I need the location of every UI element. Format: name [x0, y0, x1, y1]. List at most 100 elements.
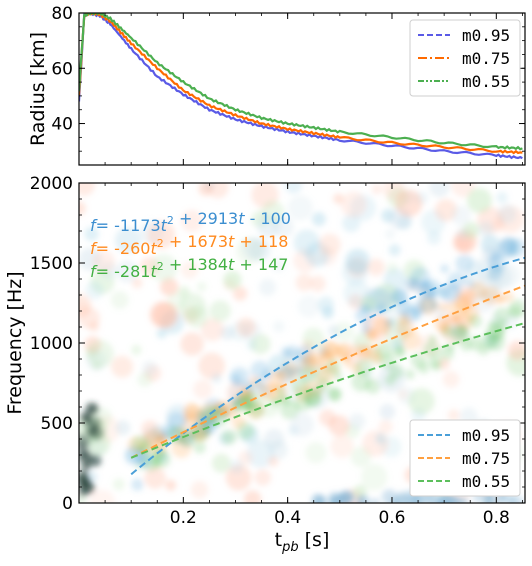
- spectrogram-blob: [198, 183, 214, 196]
- spectrogram-blob: [384, 228, 396, 240]
- spectrogram-track-blob: [446, 300, 461, 314]
- frequency-ticks: 0.2 0.4 0.6 0.8 0 500 1000 1500 2000: [30, 174, 525, 528]
- spectrogram-track-blob: [230, 373, 242, 385]
- spectrogram-blob: [429, 183, 450, 198]
- spectrogram-low-blob: [406, 496, 420, 503]
- spectrogram-blob: [85, 281, 104, 300]
- spectrogram-low-blob: [389, 497, 400, 503]
- spectrogram-blob: [295, 273, 313, 292]
- spectrogram-track-blob: [468, 281, 487, 300]
- spectrogram-track-blob: [221, 429, 237, 445]
- spectrogram-blob: [131, 344, 142, 355]
- frequency-panel: 0.2 0.4 0.6 0.8 0 500 1000 1500 2000 Frequency […: [4, 174, 526, 555]
- spectrogram-blob: [340, 191, 367, 218]
- spectrogram-low-blob: [356, 494, 371, 503]
- spectrogram-background: [79, 183, 525, 503]
- radius-ytick-label: 80: [51, 4, 73, 24]
- spectrogram-blob: [180, 332, 204, 356]
- frequency-ytick-label: 0: [62, 494, 73, 514]
- spectrogram-blob: [152, 302, 179, 329]
- spectrogram-blob: [111, 355, 134, 378]
- spectrogram-blob: [388, 244, 401, 256]
- spectrogram-dark-blob: [89, 416, 102, 429]
- frequency-xtick-label: 0.8: [483, 508, 510, 528]
- spectrogram-track-blob: [460, 338, 473, 352]
- spectrogram-blob: [268, 456, 279, 467]
- spectrogram-dark-blob: [81, 477, 89, 486]
- spectrogram-blob: [196, 281, 207, 292]
- fit-equations: f= -1173t2 + 2913t - 100 f= -260t2 + 167…: [90, 209, 291, 281]
- spectrogram-low-blob: [330, 495, 340, 503]
- frequency-legend: m0.95 m0.75 m0.55: [409, 419, 521, 497]
- spectrogram-blob: [142, 360, 158, 376]
- legend-label-fit-m055: m0.55: [462, 472, 510, 491]
- spectrogram-blob: [246, 439, 275, 468]
- frequency-x-axis-label: tpb [s]: [275, 529, 330, 555]
- spectrogram-low-blob: [315, 495, 329, 503]
- spectrogram-dark-blob: [88, 403, 100, 415]
- spectrogram-low-blob: [338, 491, 353, 503]
- spectrogram-blob: [348, 413, 366, 430]
- spectrogram-blob: [367, 258, 385, 276]
- radius-y-axis-label: Radius [km]: [27, 32, 49, 146]
- spectrogram-blob: [209, 300, 231, 322]
- spectrogram-blob: [254, 469, 272, 486]
- spectrogram-dark-blob: [90, 454, 103, 467]
- radius-panel: 40 60 80 Radius [km] m0.95 m0.75 m0.55: [27, 4, 526, 166]
- spectrogram-blob: [375, 433, 386, 445]
- spectrogram-blob: [147, 220, 176, 249]
- spectrogram-blob: [144, 467, 166, 489]
- spectrogram-dark-blob: [79, 433, 91, 449]
- spectrogram-blob: [242, 237, 265, 260]
- spectrogram-blob: [211, 373, 222, 384]
- legend-label-fit-m095: m0.95: [462, 426, 510, 445]
- spectrogram-blob: [290, 412, 314, 437]
- spectrogram-blob: [378, 419, 393, 434]
- spectrogram-blob: [79, 201, 86, 216]
- radius-panel-frame: [78, 12, 526, 166]
- radius-ticks: 40 60 80: [51, 4, 525, 165]
- fit-equation-m055: f= -281t2 + 1384t + 147: [90, 255, 288, 281]
- spectrogram-blob: [236, 317, 256, 337]
- spectrogram-track-blob: [285, 345, 300, 361]
- spectrogram-track-blob: [409, 278, 423, 292]
- spectrogram-blob: [149, 254, 178, 282]
- spectrogram-blob: [497, 204, 517, 224]
- frequency-xtick-label: 0.4: [274, 508, 301, 528]
- spectrogram-blob: [287, 195, 313, 221]
- spectrogram-blob: [238, 451, 253, 465]
- spectrogram-blob: [360, 463, 388, 491]
- spectrogram-dark-blob: [80, 463, 91, 475]
- spectrogram-track-blob: [275, 386, 285, 396]
- spectrogram-blob: [330, 434, 354, 458]
- spectrogram-track-blob: [281, 362, 300, 380]
- spectrogram-blob: [114, 227, 142, 254]
- spectrogram-track-blob: [131, 478, 144, 491]
- spectrogram-blob: [211, 453, 231, 473]
- spectrogram-blob: [200, 318, 224, 342]
- spectrogram-blob: [190, 480, 209, 499]
- spectrogram-blob: [258, 278, 277, 296]
- spectrogram-blob: [297, 295, 320, 318]
- spectrogram-blob: [477, 221, 494, 238]
- spectrogram-blob: [88, 321, 100, 332]
- legend-label-fit-m075: m0.75: [462, 449, 510, 468]
- spectrogram-blob: [466, 188, 492, 213]
- spectrogram-track-blob: [302, 351, 317, 366]
- spectrogram-blob: [229, 459, 244, 474]
- spectrogram-track-blob: [267, 371, 287, 390]
- spectrogram-blob: [426, 230, 441, 245]
- radius-ytick-label: 60: [51, 59, 73, 79]
- spectrogram-track-blob: [333, 371, 343, 381]
- frequency-xtick-label: 0.6: [378, 508, 405, 528]
- spectrogram-blob: [79, 183, 95, 196]
- fit-equation-m075: f= -260t2 + 1673t + 118: [90, 232, 288, 258]
- spectrogram-track-blob: [487, 264, 504, 281]
- frequency-legend-box: [409, 419, 521, 497]
- spectrogram-track-blob: [508, 305, 522, 319]
- spectrogram-dark-blob: [79, 482, 91, 494]
- spectrogram-blob: [116, 260, 139, 283]
- spectrogram-blob: [379, 403, 396, 420]
